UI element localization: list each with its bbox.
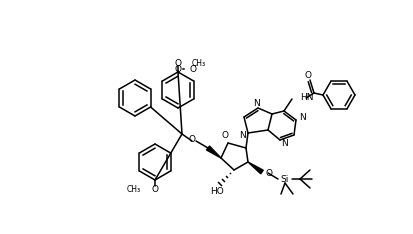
Text: O: O [175, 65, 181, 73]
Text: N: N [239, 131, 245, 139]
Polygon shape [248, 162, 263, 174]
Text: CH₃: CH₃ [127, 184, 141, 194]
Text: HO: HO [210, 186, 224, 195]
Text: O: O [188, 135, 195, 145]
Text: O: O [266, 168, 273, 178]
Text: HN: HN [300, 94, 313, 102]
Text: O: O [190, 65, 197, 73]
Text: N: N [299, 113, 305, 123]
Text: N: N [254, 99, 260, 107]
Text: CH₃: CH₃ [192, 58, 206, 67]
Text: Si: Si [281, 176, 289, 184]
Polygon shape [206, 146, 221, 158]
Text: O: O [304, 70, 311, 80]
Text: O: O [221, 131, 228, 139]
Text: O: O [175, 58, 181, 67]
Text: O: O [152, 184, 159, 194]
Text: N: N [282, 139, 288, 149]
